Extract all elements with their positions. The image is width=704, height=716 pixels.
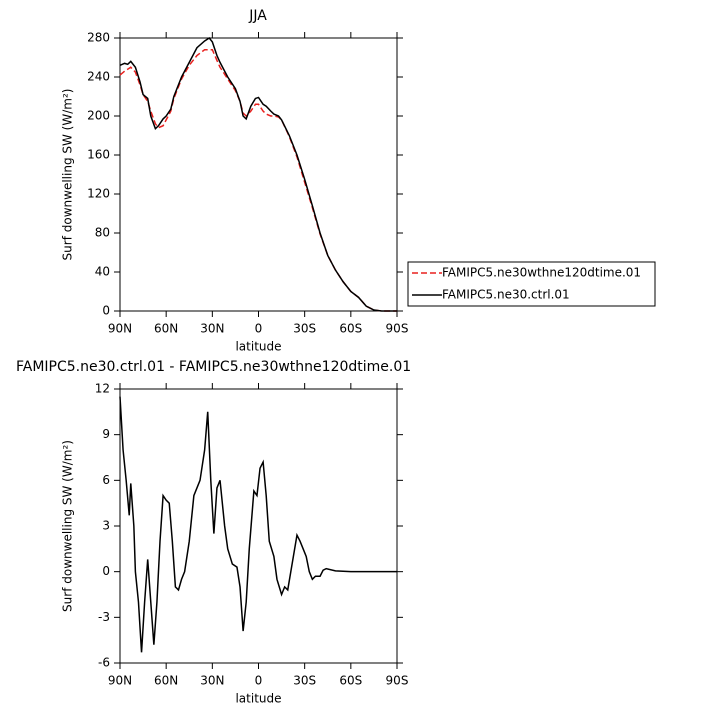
x-tick-label: 0 — [255, 674, 263, 688]
x-tick-label: 30N — [200, 674, 224, 688]
y-tick-label: 0 — [102, 564, 110, 578]
y-tick-label: 200 — [87, 109, 110, 123]
x-tick-label: 90N — [108, 674, 132, 688]
x-tick-label: 30S — [293, 674, 316, 688]
y-tick-label: 6 — [102, 473, 110, 487]
x-tick-label: 60S — [339, 674, 362, 688]
y-tick-label: 3 — [102, 519, 110, 533]
y-tick-label: 280 — [87, 31, 110, 45]
x-tick-label: 30S — [293, 322, 316, 336]
plot-frame — [119, 37, 398, 312]
x-tick-label: 60S — [339, 322, 362, 336]
y-tick-label: -3 — [98, 610, 110, 624]
series-line — [119, 48, 397, 312]
chart-title: JJA — [248, 8, 267, 24]
y-tick-label: 240 — [87, 70, 110, 84]
y-tick-label: 120 — [87, 187, 110, 201]
y-tick-label: -6 — [98, 656, 110, 670]
chart-title: FAMIPC5.ne30.ctrl.01 - FAMIPC5.ne30wthne… — [16, 359, 411, 375]
y-axis-label: Surf downwelling SW (W/m²) — [61, 89, 75, 261]
y-tick-label: 80 — [95, 226, 110, 240]
x-axis-label: latitude — [235, 340, 281, 354]
legend-box — [407, 261, 656, 307]
y-tick-label: 9 — [102, 427, 110, 441]
series-line — [119, 396, 397, 653]
legend-label: FAMIPC5.ne30.ctrl.01 — [442, 288, 570, 302]
x-tick-label: 90N — [108, 322, 132, 336]
y-tick-label: 0 — [102, 304, 110, 318]
x-tick-label: 60N — [154, 674, 178, 688]
x-tick-label: 90S — [386, 322, 409, 336]
y-tick-label: 160 — [87, 148, 110, 162]
x-tick-label: 90S — [386, 674, 409, 688]
y-tick-label: 12 — [95, 382, 110, 396]
y-tick-label: 40 — [95, 265, 110, 279]
x-axis-label: latitude — [235, 692, 281, 706]
y-axis-label: Surf downwelling SW (W/m²) — [61, 440, 75, 612]
x-tick-label: 60N — [154, 322, 178, 336]
legend-label: FAMIPC5.ne30wthne120dtime.01 — [442, 266, 641, 280]
x-tick-label: 30N — [200, 322, 224, 336]
x-tick-label: 0 — [255, 322, 263, 336]
series-line — [119, 37, 397, 312]
